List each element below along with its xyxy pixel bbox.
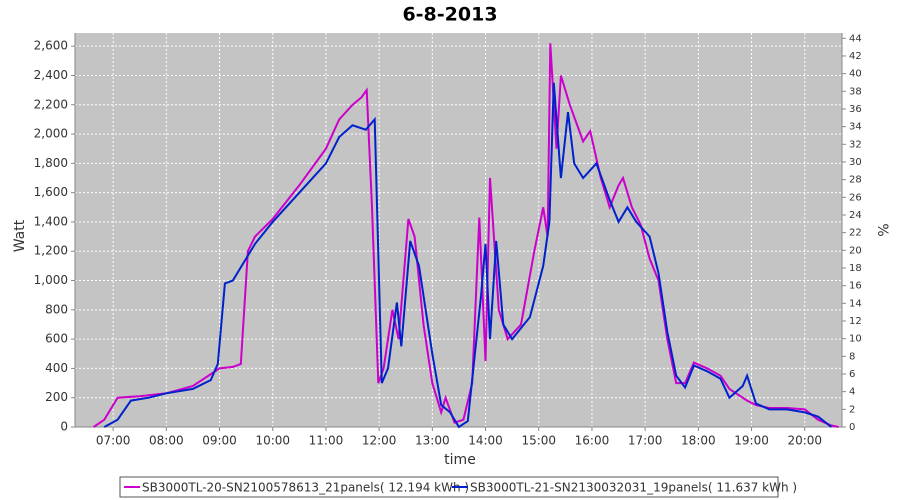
plot-area xyxy=(75,33,842,427)
x-tick-label: 11:00 xyxy=(309,434,344,448)
x-tick-label: 10:00 xyxy=(255,434,290,448)
x-tick-label: 07:00 xyxy=(96,434,131,448)
series-line xyxy=(103,82,833,429)
y2-tick-label: 8 xyxy=(849,351,855,362)
y2-tick-label: 40 xyxy=(849,69,862,80)
x-tick-label: 13:00 xyxy=(415,434,450,448)
y-tick-label: 2,000 xyxy=(34,127,68,141)
legend-label: SB3000TL-21-SN2130032031_19panels( 11.63… xyxy=(470,481,797,495)
x-tick-label: 15:00 xyxy=(521,434,556,448)
y2-tick-label: 18 xyxy=(849,263,862,274)
y2-tick-label: 34 xyxy=(849,122,862,133)
y-tick-label: 600 xyxy=(45,332,68,346)
y2-tick-label: 14 xyxy=(849,298,862,309)
y2-tick-label: 2 xyxy=(849,404,855,415)
y2-tick-label: 44 xyxy=(849,33,862,44)
y2-tick-label: 4 xyxy=(849,387,855,398)
x-tick-label: 12:00 xyxy=(362,434,397,448)
y2-tick-label: 6 xyxy=(849,369,855,380)
y2-tick-label: 12 xyxy=(849,316,862,327)
series-line xyxy=(93,43,839,428)
y2-axis-label: % xyxy=(874,223,890,236)
y2-tick-label: 26 xyxy=(849,192,862,203)
y-tick-label: 1,600 xyxy=(34,185,68,199)
x-tick-label: 08:00 xyxy=(149,434,184,448)
x-tick-label: 18:00 xyxy=(681,434,716,448)
y-tick-label: 2,400 xyxy=(34,68,68,82)
y-tick-label: 1,000 xyxy=(34,273,68,287)
y2-tick-label: 38 xyxy=(849,86,862,97)
y2-tick-label: 22 xyxy=(849,228,862,239)
y2-tick-label: 32 xyxy=(849,139,862,150)
x-tick-label: 09:00 xyxy=(202,434,237,448)
y-tick-label: 400 xyxy=(45,361,68,375)
y2-tick-label: 28 xyxy=(849,175,862,186)
x-tick-label: 17:00 xyxy=(628,434,663,448)
y-tick-label: 200 xyxy=(45,390,68,404)
legend-box xyxy=(119,476,779,498)
legend-label: SB3000TL-20-SN2100578613_21panels( 12.19… xyxy=(142,481,469,495)
y-tick-label: 1,800 xyxy=(34,156,68,170)
y2-tick-label: 36 xyxy=(849,104,862,115)
x-axis-label: time xyxy=(444,452,476,468)
y-tick-label: 0 xyxy=(60,420,68,434)
y-tick-label: 1,400 xyxy=(34,214,68,228)
x-tick-label: 16:00 xyxy=(575,434,610,448)
y-tick-label: 800 xyxy=(45,302,68,316)
x-tick-label: 20:00 xyxy=(787,434,822,448)
y-axis-label: Watt xyxy=(12,219,28,252)
y2-tick-label: 24 xyxy=(849,210,862,221)
x-tick-label: 14:00 xyxy=(468,434,503,448)
y-tick-label: 1,200 xyxy=(34,244,68,258)
y2-tick-label: 16 xyxy=(849,281,862,292)
y2-tick-label: 20 xyxy=(849,245,862,256)
y2-tick-label: 42 xyxy=(849,51,862,62)
y2-tick-label: 0 xyxy=(849,422,855,433)
chart-title: 6-8-2013 xyxy=(402,4,497,26)
y2-tick-label: 30 xyxy=(849,157,862,168)
y-tick-label: 2,200 xyxy=(34,97,68,111)
x-tick-label: 19:00 xyxy=(734,434,769,448)
y2-tick-label: 10 xyxy=(849,334,862,345)
y-tick-label: 2,600 xyxy=(34,39,68,53)
